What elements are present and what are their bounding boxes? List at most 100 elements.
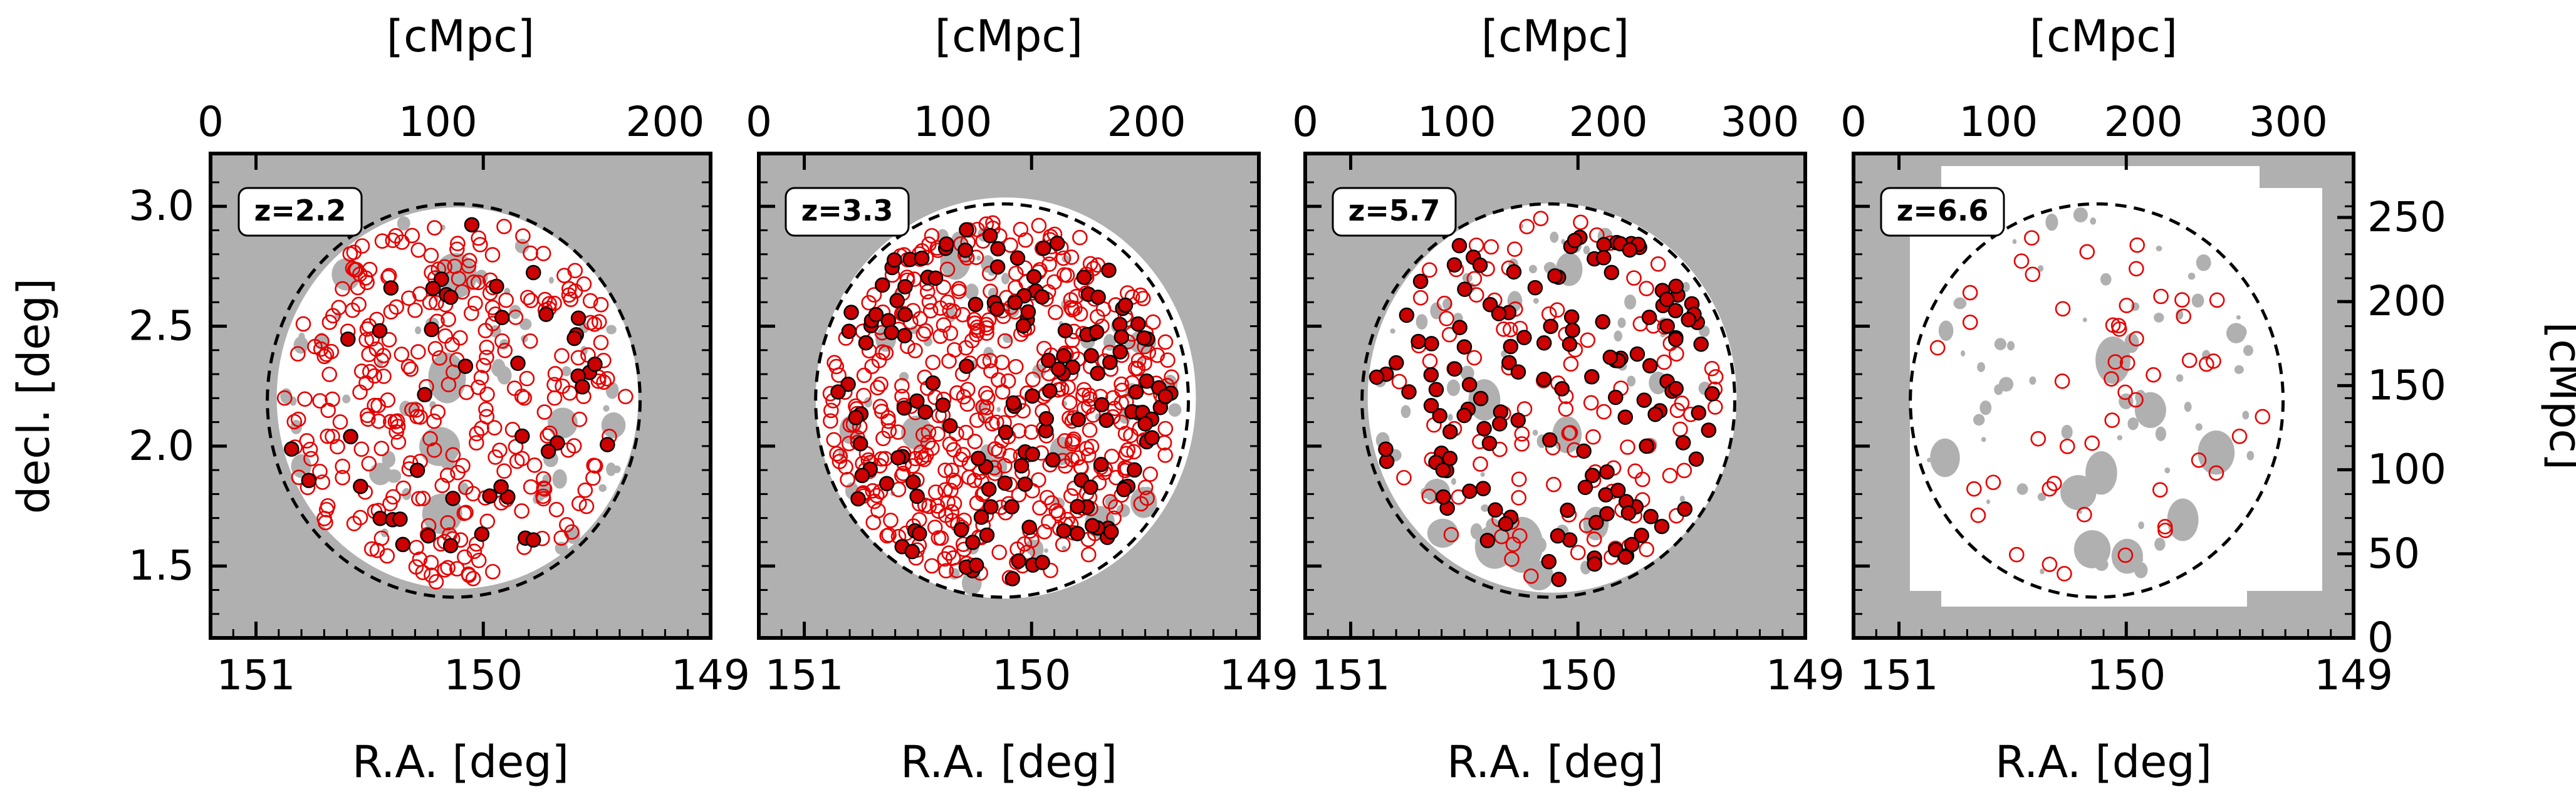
panel-label-3: z=5.7 (1332, 187, 1457, 237)
open-marker (1506, 241, 1523, 257)
mask-layer (1305, 154, 1805, 638)
open-marker (485, 563, 501, 580)
open-marker (1057, 458, 1073, 474)
open-marker (303, 451, 319, 467)
open-marker (450, 236, 466, 251)
open-marker (1627, 463, 1643, 479)
filled-marker (1056, 348, 1072, 364)
filled-marker (1411, 333, 1426, 350)
filled-marker (1681, 311, 1696, 328)
filled-marker (925, 375, 941, 391)
mask-blob (2127, 417, 2139, 431)
open-marker (1439, 311, 1454, 326)
observed-area (1367, 203, 1737, 593)
panel-z22 (211, 154, 711, 638)
filled-marker (493, 479, 509, 495)
mask-blob (415, 326, 422, 335)
filled-marker (1675, 435, 1691, 451)
filled-marker (372, 511, 388, 526)
top-tick-label: 200 (625, 98, 704, 146)
mask-blob (315, 332, 328, 350)
filled-marker (1588, 514, 1604, 531)
open-marker (429, 295, 444, 311)
filled-marker (1452, 320, 1468, 335)
open-marker (1082, 422, 1098, 438)
open-marker (335, 469, 350, 486)
top-tick-label: 0 (1840, 98, 1867, 146)
open-marker (873, 376, 889, 392)
open-marker (1072, 229, 1088, 246)
open-marker (2209, 292, 2225, 308)
filled-marker (1136, 330, 1152, 346)
observed-area (1910, 188, 2322, 591)
filled-marker (482, 488, 498, 504)
filled-marker (1602, 349, 1619, 365)
filled-marker (1473, 390, 1489, 407)
mask-blob (1001, 273, 1010, 285)
filled-marker (464, 217, 480, 232)
filled-marker (1461, 377, 1478, 393)
filled-marker (1565, 322, 1580, 338)
open-marker (1626, 270, 1642, 286)
open-marker (383, 304, 399, 320)
open-marker (358, 270, 373, 286)
open-marker (1966, 481, 1982, 497)
open-marker (997, 333, 1013, 349)
filled-marker (570, 310, 587, 326)
open-marker (939, 261, 956, 278)
panel-z66 (1854, 154, 2354, 638)
filled-marker (383, 280, 399, 296)
mask-blob (2111, 538, 2143, 574)
filled-marker (1668, 381, 1684, 397)
filled-marker (1083, 348, 1099, 363)
mask-blob (2234, 365, 2244, 374)
open-marker (371, 413, 387, 429)
mask-blob (1961, 350, 1966, 357)
open-marker (1586, 531, 1602, 547)
top-tick-label: 200 (1107, 98, 1186, 146)
filled-marker (896, 400, 912, 416)
open-marker (944, 462, 959, 478)
filled-marker (1117, 297, 1134, 313)
mask-blob (1930, 438, 1960, 478)
mask-blob (561, 366, 571, 377)
x-axis-title-3: R.A. [deg] (1447, 736, 1664, 788)
open-marker (369, 543, 385, 558)
open-marker (2024, 230, 2040, 246)
open-marker (1639, 541, 1655, 558)
filled-marker (953, 522, 969, 538)
filled-marker (982, 227, 998, 244)
open-marker (1546, 476, 1562, 493)
open-marker (879, 528, 895, 544)
open-marker (439, 467, 456, 483)
open-marker (388, 228, 404, 244)
mask-blob (2095, 336, 2131, 384)
observed-area (1941, 569, 2247, 607)
mask-blob (976, 255, 981, 261)
filled-marker (494, 310, 510, 325)
open-marker (546, 390, 563, 406)
open-marker (1466, 271, 1483, 287)
open-marker (895, 466, 911, 481)
open-marker (412, 286, 428, 302)
filled-marker (1634, 528, 1649, 543)
mask-blob (2134, 561, 2148, 578)
open-marker (2042, 481, 2058, 497)
open-marker (1123, 427, 1139, 444)
mask-blob (1501, 516, 1543, 573)
filled-marker (600, 437, 615, 452)
filled-marker (1035, 555, 1050, 570)
mask-blob (964, 283, 979, 300)
open-marker (1041, 256, 1057, 272)
open-marker (342, 246, 358, 262)
filled-marker (971, 451, 986, 466)
open-marker (832, 448, 848, 464)
mask-blob (2167, 498, 2199, 541)
open-marker (401, 290, 417, 306)
mask-blob (2138, 521, 2144, 530)
mask-blob (2196, 254, 2211, 271)
open-marker (1137, 355, 1152, 371)
mask-blob (2016, 483, 2028, 495)
open-marker (468, 435, 484, 451)
markers-layer (822, 215, 1179, 587)
